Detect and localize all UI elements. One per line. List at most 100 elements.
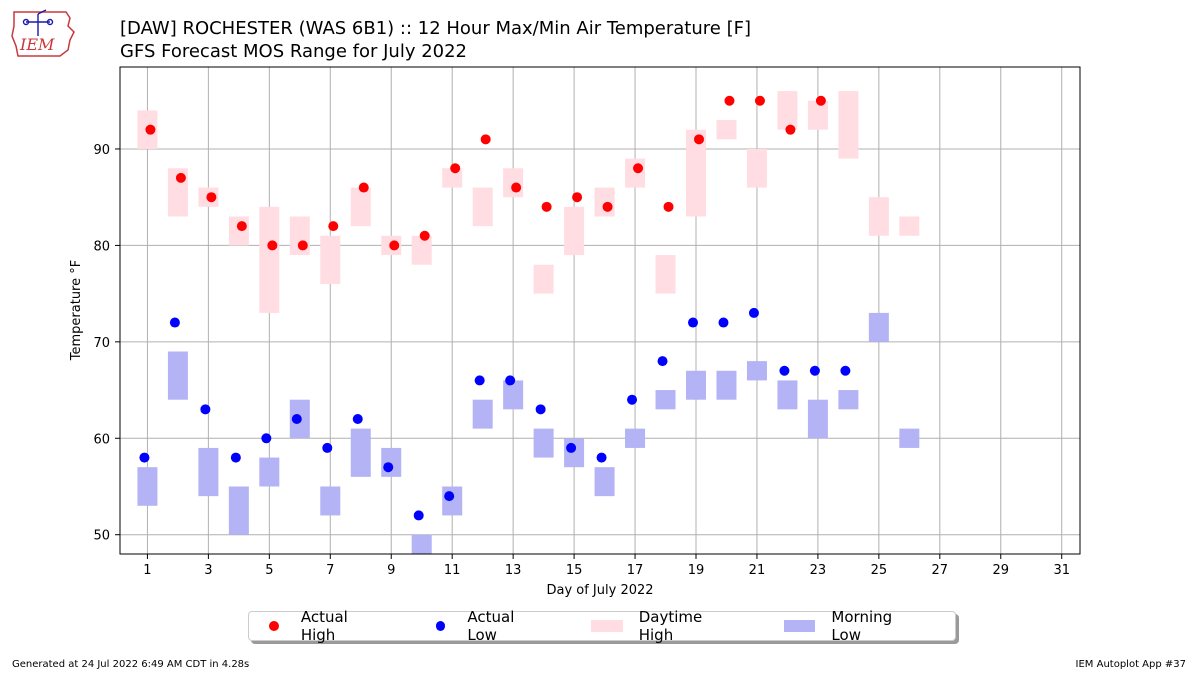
- legend-actual-low: Actual Low: [430, 608, 548, 644]
- actual-low-point: [444, 491, 455, 502]
- actual-high-point: [480, 134, 491, 145]
- morning-low-bar: [625, 428, 646, 448]
- morning-low-bar: [838, 390, 859, 410]
- morning-low-bar: [564, 438, 585, 468]
- legend-label: Actual High: [300, 608, 348, 644]
- x-tick-label: 3: [204, 563, 212, 578]
- actual-low-point: [169, 317, 180, 328]
- morning-low-bar: [228, 486, 249, 535]
- chart-title: [DAW] ROCHESTER (WAS 6B1) :: 12 Hour Max…: [120, 18, 751, 39]
- actual-low-point: [748, 307, 759, 318]
- actual-high-point: [297, 240, 308, 251]
- x-tick-label: 13: [505, 563, 522, 578]
- actual-high-point: [572, 192, 583, 203]
- actual-high-point: [450, 163, 461, 174]
- plot-frame: [119, 66, 1081, 555]
- actual-low-point: [779, 365, 790, 376]
- daytime-high-bar: [564, 206, 585, 256]
- actual-low-point: [627, 394, 638, 405]
- daytime-high-bar: [807, 100, 828, 130]
- x-tick-label: 25: [871, 563, 888, 578]
- morning-low-bar: [167, 351, 188, 400]
- actual-high-point: [602, 201, 613, 212]
- actual-low-point: [200, 404, 211, 415]
- actual-high-point: [815, 95, 826, 106]
- actual-high-point: [389, 240, 400, 251]
- actual-low-point: [291, 413, 302, 424]
- actual-low-point: [809, 365, 820, 376]
- daytime-high-bar: [777, 91, 798, 130]
- x-tick-label: 1: [143, 563, 151, 578]
- actual-low-point: [657, 356, 668, 367]
- actual-low-point: [322, 442, 333, 453]
- x-tick-label: 19: [688, 563, 705, 578]
- actual-low-point: [230, 452, 241, 463]
- actual-high-point: [694, 134, 704, 145]
- y-tick-label: 60: [93, 432, 110, 447]
- daytime-high-bar: [655, 255, 676, 294]
- y-tick-label: 80: [93, 239, 110, 254]
- morning-low-bar: [472, 399, 493, 429]
- x-tick-label: 27: [932, 563, 949, 578]
- actual-low-swatch: [435, 621, 446, 631]
- daytime-high-bar: [686, 129, 706, 217]
- actual-low-point: [474, 375, 485, 386]
- daytime-high-bar: [716, 120, 737, 140]
- actual-high-point: [358, 182, 369, 193]
- generated-footer: Generated at 24 Jul 2022 6:49 AM CDT in …: [12, 659, 250, 670]
- x-tick-label: 11: [444, 563, 461, 578]
- actual-high-point: [724, 95, 735, 106]
- app-footer: IEM Autoplot App #37: [1075, 659, 1186, 670]
- daytime-high-bar: [594, 187, 615, 217]
- y-ticks: 50 60 70 80 90: [93, 143, 120, 544]
- daytime-high-bar: [320, 235, 341, 284]
- morning-low-swatch: [783, 620, 816, 632]
- daytime-high-bar: [868, 197, 889, 236]
- legend: Actual High Actual Low Daytime High Morn…: [248, 608, 956, 644]
- daytime-high-bar: [442, 168, 463, 188]
- actual-low-point: [139, 452, 150, 463]
- daytime-high-bar: [838, 91, 859, 159]
- morning-low-bar: [746, 361, 767, 381]
- legend-label: Actual Low: [467, 608, 515, 644]
- weather-station-icon: [22, 9, 54, 36]
- actual-low-point: [840, 365, 851, 376]
- actual-high-point: [145, 124, 156, 135]
- morning-low-bar: [594, 467, 615, 497]
- daytime-high-bar: [899, 216, 920, 236]
- morning-low-bar: [533, 428, 554, 458]
- morning-low-bar: [868, 312, 889, 342]
- daytime-high-bar: [472, 187, 493, 227]
- x-tick-label: 7: [326, 563, 334, 578]
- daytime-high-bar: [625, 158, 646, 188]
- y-axis-label: Temperature °F: [69, 260, 84, 361]
- morning-low-bar: [320, 486, 341, 516]
- daytime-high-swatch: [591, 620, 623, 632]
- x-tick-label: 5: [265, 563, 273, 578]
- actual-high-point: [267, 240, 278, 251]
- actual-high-points: [145, 95, 826, 251]
- actual-high-point: [633, 163, 644, 174]
- legend-label: Daytime High: [638, 608, 703, 644]
- y-tick-label: 70: [93, 336, 110, 351]
- legend-actual-high: Actual High: [263, 608, 386, 644]
- actual-low-point: [413, 510, 424, 521]
- x-tick-label: 23: [810, 563, 827, 578]
- morning-low-bar: [198, 447, 219, 497]
- morning-low-bar: [350, 428, 371, 477]
- y-tick-label: 90: [93, 143, 110, 158]
- actual-low-point: [596, 452, 607, 463]
- daytime-high-bar: [533, 264, 554, 294]
- actual-high-point: [511, 182, 522, 193]
- actual-high-point: [785, 124, 796, 135]
- daytime-high-bar: [411, 235, 432, 265]
- actual-high-point: [663, 201, 674, 212]
- actual-high-point: [236, 221, 247, 232]
- actual-low-point: [352, 413, 363, 424]
- actual-high-point: [541, 201, 552, 212]
- y-tick-label: 50: [93, 529, 110, 544]
- morning-low-bar: [381, 447, 402, 477]
- actual-low-point: [566, 442, 577, 453]
- morning-low-bar: [259, 457, 280, 487]
- daytime-high-bar: [503, 168, 524, 198]
